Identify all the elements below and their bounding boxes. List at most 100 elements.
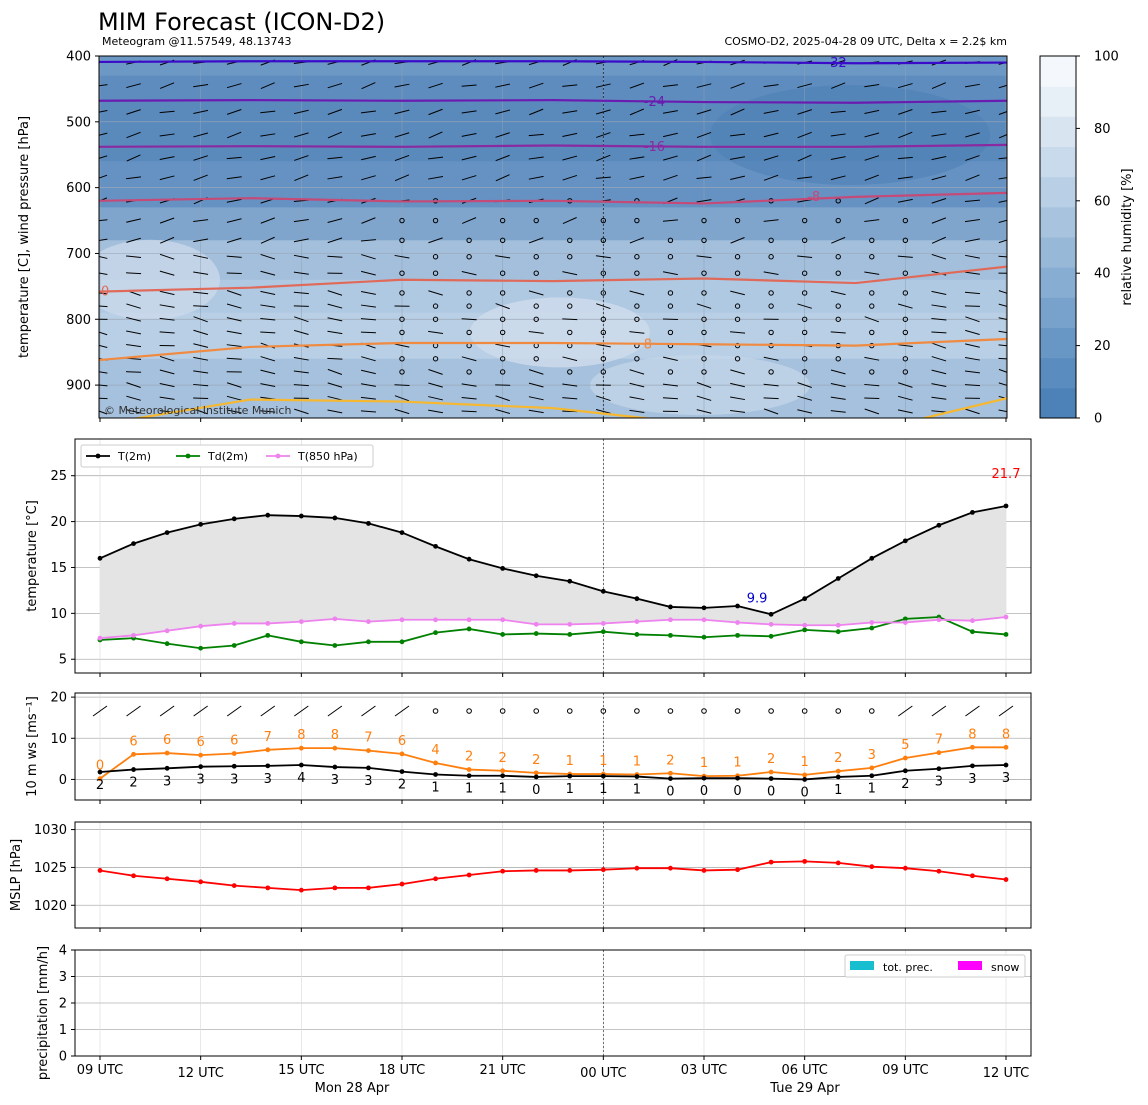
wind-barb [797,131,812,139]
calm-wind-marker [533,254,539,260]
wind-barb [193,408,208,415]
wind-point [970,763,975,769]
calm-wind-marker [634,356,640,362]
wind-barb [998,157,1007,160]
wind-barb [931,236,946,244]
wind-barb [293,329,309,335]
wind-barb [696,409,712,414]
wind-barb [965,174,980,182]
wind-barb [394,254,410,259]
wind-barb [159,133,175,137]
wind-barb [964,254,980,259]
wind-barb [428,131,443,139]
min-temp-label: 9.9 [747,591,768,606]
series-point [1003,503,1009,509]
wind-barb [193,174,208,181]
calm-wind-marker [466,369,472,375]
wind-barb [696,395,712,401]
calm-wind-marker [432,217,439,224]
series-point [533,573,539,579]
calm-wind-marker [801,356,808,362]
wind-barb [226,272,242,274]
calm-wind-marker [902,217,909,224]
wind-barb [797,154,812,162]
wind-barb [361,217,376,224]
wind-barb [897,395,913,401]
wind-barb [830,110,846,114]
legend-swatch [958,961,982,970]
wind-barb [998,409,1007,413]
calm-wind-marker [600,217,607,224]
humidity-dry-patch [99,239,220,320]
calm-wind-marker [734,316,741,322]
wind-barb [629,409,645,413]
wind-barb [897,303,913,309]
wind-barb [864,271,880,275]
wind-barb [327,303,343,309]
series-point [735,620,740,625]
wind-barb [159,110,175,114]
calm-wind-marker [667,369,674,375]
isotherm-line [99,191,1007,205]
calm-wind-marker [499,237,506,243]
wind-barb [294,705,309,717]
gust-value-label: 7 [364,731,372,746]
wind-barb [193,329,208,336]
wind-barb [159,253,175,260]
calm-wind-marker [533,303,539,309]
isotherm-line [99,98,1007,104]
wind-barb [830,175,846,181]
wind-barb [226,255,242,258]
calm-wind-marker [533,708,540,714]
wind-barb [327,330,343,335]
series-point [668,604,673,610]
wind-barb [428,156,444,160]
wind-barb [931,253,947,260]
calm-wind-marker [634,270,640,276]
wind-barb [730,331,746,334]
wind-barb [562,132,578,138]
wind-barb [260,410,276,413]
calm-wind-marker [432,270,439,276]
mslp-point [600,867,606,873]
wind-barb [730,156,746,160]
wind-barb [830,369,846,375]
gust-value-label: 2 [465,750,473,765]
calm-wind-marker [399,290,405,296]
mslp-point [399,881,405,887]
wind-barb [226,156,242,160]
series-point [768,633,774,639]
wind-barb [897,176,913,180]
wind-barb [99,344,108,349]
calm-wind-marker [734,270,741,276]
wind-barb [998,290,1007,294]
wind-barb [99,219,108,222]
series-point [1003,632,1009,637]
wind-tick-label: 20 [50,691,67,706]
wind-value-label: 3 [163,774,171,789]
wind-barb [260,175,276,181]
series-point [500,617,506,623]
wind-barb [730,175,745,180]
calm-wind-marker [701,237,707,243]
chart-subtitle-left: Meteogram @11.57549, 48.13743 [102,35,292,48]
wind-barb [293,254,309,259]
gust-value-label: 8 [1002,727,1010,742]
wind-barb [663,155,678,161]
precipitation-tick-label: 2 [59,997,67,1012]
wind-barb [294,316,309,323]
series-point [802,596,808,602]
wind-barb [260,155,276,161]
calm-wind-marker [667,254,674,260]
wind-barb [595,255,611,259]
series-point [332,515,338,521]
wind-barb [461,410,477,413]
wind-barb [226,357,242,360]
wind-barb [596,132,611,138]
wind-barb [360,304,376,308]
colorbar-tick-label: 100 [1094,50,1119,65]
wind-barb [931,705,947,717]
colorbar-tick-label: 20 [1094,339,1111,354]
wind-barb [126,344,142,348]
